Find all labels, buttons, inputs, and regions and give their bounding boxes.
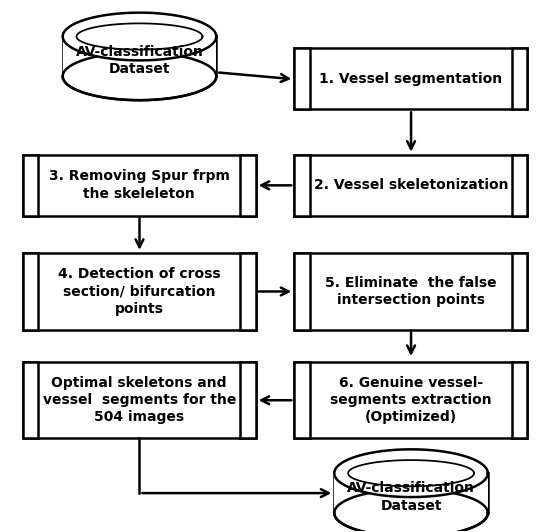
Bar	[294, 253, 310, 330]
Bar	[294, 155, 527, 215]
Bar	[23, 155, 38, 215]
Bar	[512, 155, 527, 215]
Bar	[294, 362, 310, 438]
Text: AV-classification
Dataset: AV-classification Dataset	[75, 45, 204, 76]
Bar	[294, 362, 527, 438]
Text: 1. Vessel segmentation: 1. Vessel segmentation	[319, 72, 502, 86]
Polygon shape	[334, 450, 488, 497]
Bar	[23, 253, 38, 330]
Bar	[240, 253, 256, 330]
Bar	[512, 362, 527, 438]
Polygon shape	[63, 53, 216, 100]
Bar	[23, 155, 256, 215]
Bar	[23, 362, 256, 438]
Bar	[240, 362, 256, 438]
Bar	[512, 253, 527, 330]
Polygon shape	[63, 13, 216, 61]
Text: 3. Removing Spur frpm
the skeleleton: 3. Removing Spur frpm the skeleleton	[49, 169, 230, 201]
Text: Optimal skeletons and
vessel  segments for the
504 images: Optimal skeletons and vessel segments fo…	[42, 376, 236, 425]
Bar	[294, 48, 527, 110]
Bar	[240, 155, 256, 215]
Bar	[23, 253, 256, 330]
Polygon shape	[334, 473, 488, 513]
Bar	[294, 48, 310, 110]
Bar	[23, 362, 38, 438]
Polygon shape	[63, 37, 216, 76]
Text: AV-classification
Dataset: AV-classification Dataset	[347, 481, 475, 513]
Bar	[512, 48, 527, 110]
Text: 5. Eliminate  the false
intersection points: 5. Eliminate the false intersection poin…	[325, 276, 497, 307]
Bar	[294, 253, 527, 330]
Bar	[294, 155, 310, 215]
Polygon shape	[334, 489, 488, 532]
Text: 2. Vessel skeletonization: 2. Vessel skeletonization	[314, 178, 508, 192]
Text: 4. Detection of cross
section/ bifurcation
points: 4. Detection of cross section/ bifurcati…	[58, 267, 221, 315]
Text: 6. Genuine vessel-
segments extraction
(Optimized): 6. Genuine vessel- segments extraction (…	[330, 376, 492, 425]
